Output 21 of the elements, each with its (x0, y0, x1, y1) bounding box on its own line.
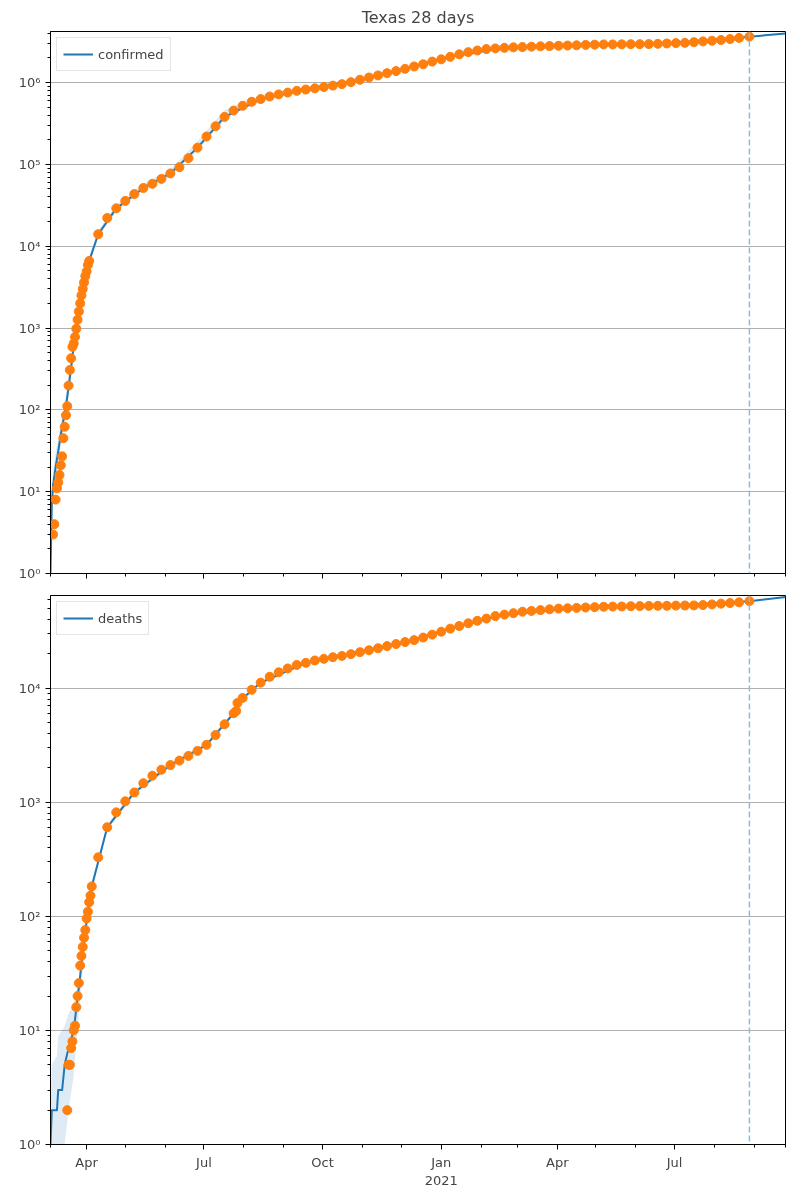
y-tick-label: 10¹ (18, 1022, 41, 1038)
x-tick-label: Jul (665, 1154, 683, 1170)
y-tick-label: 10¹ (18, 484, 41, 500)
y-tick-label: 10² (18, 402, 41, 418)
x-tick-label: Jan 2021 (424, 1154, 458, 1188)
legend-label: confirmed (98, 46, 164, 62)
y-tick-label: 10⁰ (18, 1137, 41, 1152)
y-tick-label: 10⁶ (18, 75, 41, 90)
x-tick-label: Apr (75, 1154, 99, 1170)
y-tick-label: 10³ (18, 794, 41, 810)
y-tick-label: 10⁵ (18, 156, 41, 172)
y-tick-label: 10⁰ (18, 566, 41, 581)
y-tick-label: 10³ (18, 320, 41, 336)
chart-title: Texas 28 days (360, 7, 475, 27)
x-tick-label: Oct (311, 1154, 334, 1170)
legend-label: deaths (98, 610, 143, 626)
y-tick-label: 10⁴ (18, 680, 41, 696)
y-tick-label: 10⁴ (18, 238, 41, 254)
x-tick-label: Jul (195, 1154, 212, 1170)
x-tick-label: Apr (546, 1154, 570, 1170)
y-tick-label: 10² (18, 908, 41, 924)
